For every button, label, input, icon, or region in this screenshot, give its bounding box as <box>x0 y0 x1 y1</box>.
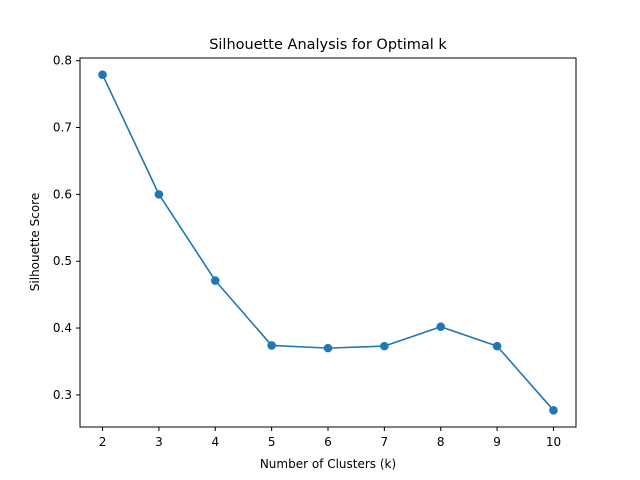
x-tick-label: 9 <box>493 435 501 449</box>
x-tick-label: 3 <box>155 435 163 449</box>
y-axis-label: Silhouette Score <box>28 193 42 291</box>
y-tick-label: 0.5 <box>53 254 72 268</box>
data-point <box>323 343 333 353</box>
chart-title: Silhouette Analysis for Optimal k <box>209 37 447 53</box>
data-point <box>492 341 502 351</box>
y-tick-label: 0.7 <box>53 121 72 135</box>
data-point <box>380 341 389 351</box>
data-point <box>210 276 220 285</box>
x-axis-label: Number of Clusters (k) <box>260 457 396 471</box>
y-tick-label: 0.8 <box>53 54 72 68</box>
data-point <box>154 190 164 199</box>
y-tick-label: 0.4 <box>53 321 72 335</box>
x-tick-label: 7 <box>381 435 389 449</box>
data-point <box>436 322 446 332</box>
x-tick-label: 4 <box>211 435 219 449</box>
data-point <box>267 341 276 350</box>
y-tick-label: 0.3 <box>53 388 72 402</box>
x-tick-label: 10 <box>546 435 561 449</box>
data-point <box>549 405 558 415</box>
y-tick-label: 0.6 <box>53 187 72 201</box>
x-tick-label: 5 <box>268 435 276 449</box>
data-point <box>98 70 107 80</box>
x-tick-label: 8 <box>437 435 445 449</box>
x-tick-label: 6 <box>324 435 332 449</box>
x-tick-label: 2 <box>99 435 107 449</box>
plot-area: 2 3 4 5 6 7 8 9 10 0.3 0.4 0.5 0.6 0.7 0.8 <box>53 54 561 449</box>
axes-frame <box>79 57 577 428</box>
